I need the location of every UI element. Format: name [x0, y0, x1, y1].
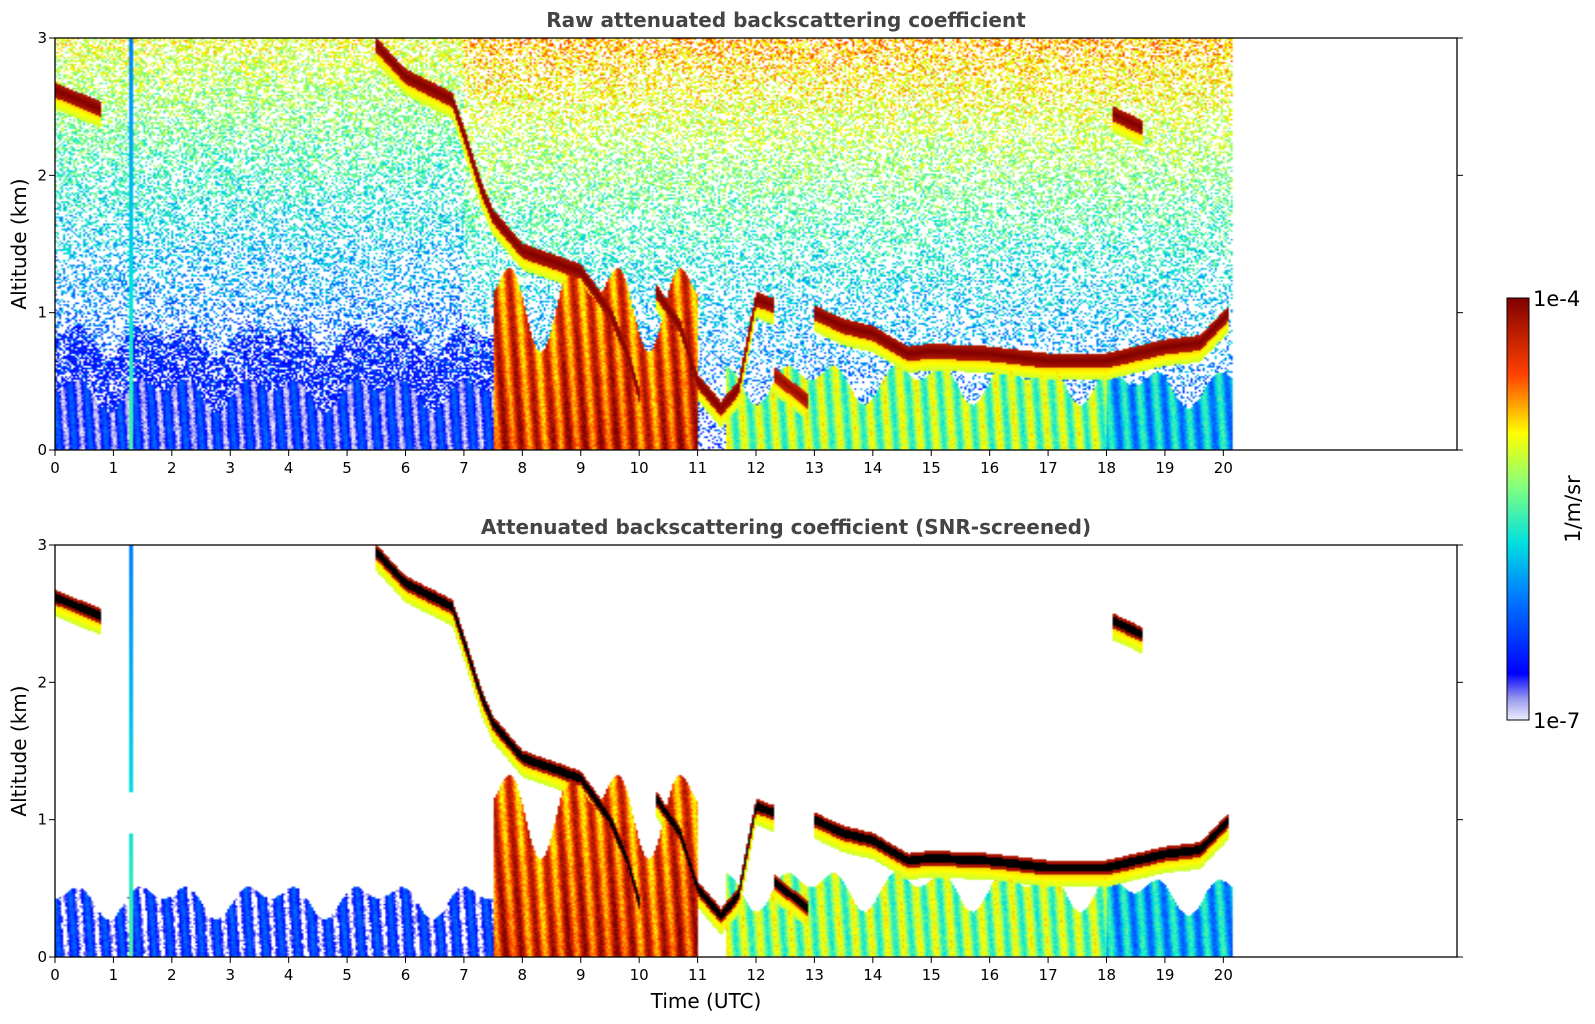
x-tick-label: 8 [518, 459, 528, 477]
x-tick-label: 5 [342, 966, 352, 984]
x-tick-label: 19 [1155, 459, 1174, 477]
x-tick-label: 1 [109, 966, 119, 984]
x-tick-label: 17 [1039, 459, 1058, 477]
y-tick-label: 2 [37, 166, 47, 184]
y-tick-label: 0 [37, 948, 47, 966]
panel-title: Attenuated backscattering coefficient (S… [481, 515, 1091, 539]
x-tick-label: 7 [459, 966, 469, 984]
x-tick-label: 16 [980, 459, 999, 477]
x-tick-label: 3 [225, 459, 235, 477]
x-tick-label: 18 [1097, 966, 1116, 984]
x-tick-label: 14 [863, 966, 882, 984]
x-tick-label: 4 [284, 966, 294, 984]
y-tick-label: 2 [37, 673, 47, 691]
y-axis-label: Altitude (km) [7, 178, 31, 309]
x-tick-label: 16 [980, 966, 999, 984]
x-tick-label: 6 [401, 966, 411, 984]
y-tick-label: 3 [37, 536, 47, 554]
y-tick-label: 1 [37, 811, 47, 829]
x-tick-label: 12 [746, 459, 765, 477]
colorbar-gradient [1506, 297, 1530, 721]
x-tick-label: 9 [576, 966, 586, 984]
x-tick-label: 8 [518, 966, 528, 984]
plot-frame [54, 37, 1458, 451]
colorbar-max-label: 1e-4 [1533, 287, 1580, 311]
colorbar-unit-label: 1/m/sr [1561, 475, 1585, 543]
x-tick-label: 0 [50, 966, 60, 984]
panel-title: Raw attenuated backscattering coefficien… [546, 8, 1026, 32]
x-tick-label: 19 [1155, 966, 1174, 984]
snr-screened-panel: Attenuated backscattering coefficient (S… [7, 515, 1463, 1013]
x-tick-label: 10 [630, 966, 649, 984]
x-tick-label: 11 [688, 966, 707, 984]
x-axis-label: Time (UTC) [650, 989, 762, 1013]
colorbar-min-label: 1e-7 [1533, 709, 1580, 733]
x-tick-label: 20 [1214, 966, 1233, 984]
x-tick-label: 20 [1214, 459, 1233, 477]
raw-backscatter-panel: Raw attenuated backscattering coefficien… [7, 8, 1463, 477]
x-tick-label: 17 [1039, 966, 1058, 984]
x-tick-label: 2 [167, 459, 177, 477]
x-tick-label: 6 [401, 459, 411, 477]
x-tick-label: 7 [459, 459, 469, 477]
y-tick-label: 1 [37, 304, 47, 322]
x-tick-label: 18 [1097, 459, 1116, 477]
y-tick-label: 0 [37, 441, 47, 459]
x-tick-label: 14 [863, 459, 882, 477]
plot-frame [54, 544, 1458, 958]
x-tick-label: 0 [50, 459, 60, 477]
x-tick-label: 3 [225, 966, 235, 984]
x-tick-label: 10 [630, 459, 649, 477]
colorbar: 1e-4 1e-7 1/m/sr [1506, 287, 1585, 733]
y-axis-label: Altitude (km) [7, 685, 31, 816]
x-tick-label: 2 [167, 966, 177, 984]
x-tick-label: 15 [922, 966, 941, 984]
x-tick-label: 4 [284, 459, 294, 477]
x-tick-label: 13 [805, 966, 824, 984]
x-tick-label: 12 [746, 966, 765, 984]
x-tick-label: 15 [922, 459, 941, 477]
heatmap-image [55, 545, 1457, 957]
x-tick-label: 9 [576, 459, 586, 477]
x-tick-label: 11 [688, 459, 707, 477]
x-tick-label: 13 [805, 459, 824, 477]
heatmap-image [55, 38, 1457, 450]
x-tick-label: 1 [109, 459, 119, 477]
y-tick-label: 3 [37, 29, 47, 47]
x-tick-label: 5 [342, 459, 352, 477]
